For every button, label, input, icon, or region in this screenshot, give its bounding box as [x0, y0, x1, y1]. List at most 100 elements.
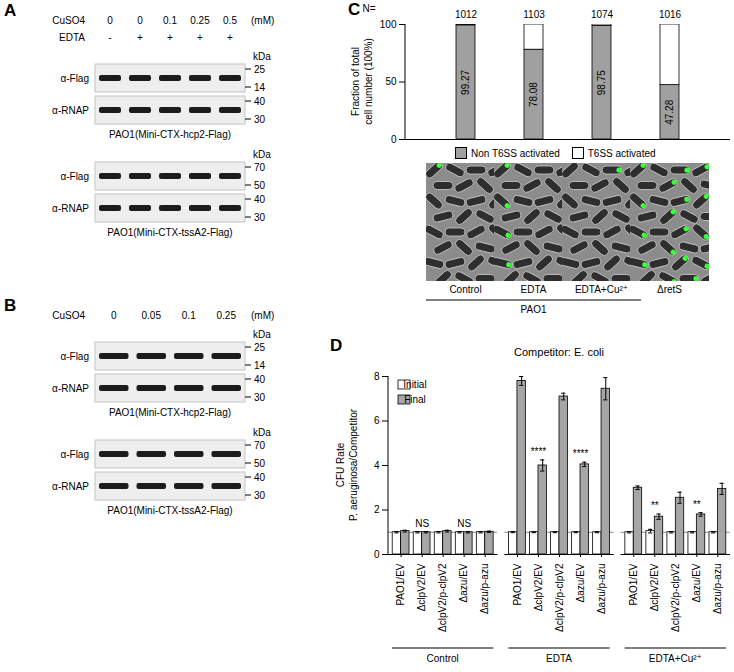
svg-text:6: 6: [374, 415, 380, 426]
svg-text:kDa: kDa: [253, 149, 271, 160]
svg-text:CuSO4: CuSO4: [52, 310, 85, 321]
svg-text:30: 30: [254, 212, 266, 223]
svg-text:0.1: 0.1: [163, 15, 177, 26]
svg-text:70: 70: [254, 440, 266, 451]
svg-text:**: **: [651, 500, 659, 511]
svg-text:kDa: kDa: [253, 427, 271, 438]
svg-text:30: 30: [254, 490, 266, 501]
svg-text:Final: Final: [404, 394, 426, 405]
svg-text:4: 4: [374, 460, 380, 471]
svg-text:0.25: 0.25: [190, 15, 210, 26]
svg-text:kDa: kDa: [253, 51, 271, 62]
svg-text:Control: Control: [449, 284, 481, 295]
svg-text:0: 0: [107, 15, 113, 26]
svg-text:0.25: 0.25: [217, 310, 237, 321]
svg-text:ΔclpV2/EV: ΔclpV2/EV: [649, 563, 660, 611]
svg-text:α-RNAP: α-RNAP: [52, 481, 89, 492]
svg-text:Δazu/p-azu: Δazu/p-azu: [712, 564, 723, 615]
svg-text:2: 2: [374, 504, 380, 515]
svg-text:30: 30: [254, 114, 266, 125]
svg-text:25: 25: [254, 64, 266, 75]
svg-text:PAO1(Mini-CTX-hcp2-Flag): PAO1(Mini-CTX-hcp2-Flag): [109, 129, 231, 140]
svg-text:EDTA: EDTA: [59, 32, 85, 43]
svg-text:Fraction of total: Fraction of total: [350, 47, 361, 116]
svg-text:EDTA+Cu²⁺: EDTA+Cu²⁺: [649, 653, 702, 664]
svg-text:****: ****: [573, 448, 589, 459]
svg-text:ΔclpV2/EV: ΔclpV2/EV: [416, 563, 427, 611]
svg-text:0: 0: [374, 549, 380, 560]
svg-text:Δazu/EV: Δazu/EV: [575, 563, 586, 602]
svg-text:PAO1/EV: PAO1/EV: [395, 563, 406, 605]
svg-text:EDTA+Cu²⁺: EDTA+Cu²⁺: [575, 284, 628, 295]
svg-text:-: -: [108, 32, 111, 43]
svg-text:0.1: 0.1: [182, 310, 196, 321]
svg-text:25: 25: [254, 342, 266, 353]
svg-text:α-Flag: α-Flag: [60, 73, 89, 84]
svg-text:P. aeruginosa/Competitor: P. aeruginosa/Competitor: [348, 408, 359, 521]
svg-text:NS: NS: [457, 518, 471, 529]
svg-text:CuSO4: CuSO4: [52, 15, 85, 26]
svg-text:0: 0: [391, 134, 397, 145]
svg-text:PAO1/EV: PAO1/EV: [628, 563, 639, 605]
svg-text:PAO1(Mini-CTX-hcp2-Flag): PAO1(Mini-CTX-hcp2-Flag): [109, 407, 231, 418]
svg-text:Δazu/EV: Δazu/EV: [691, 563, 702, 602]
svg-text:α-RNAP: α-RNAP: [52, 383, 89, 394]
svg-text:Δazu/p-azu: Δazu/p-azu: [479, 564, 490, 615]
svg-text:CFU Rate: CFU Rate: [335, 442, 346, 487]
svg-text:****: ****: [531, 446, 547, 457]
svg-text:0.05: 0.05: [142, 310, 162, 321]
svg-text:78.08: 78.08: [528, 82, 539, 107]
svg-text:14: 14: [254, 360, 266, 371]
svg-text:98.75: 98.75: [596, 70, 607, 95]
svg-text:N=: N=: [362, 3, 375, 14]
svg-text:PAO1(Mini-CTX-tssA2-Flag): PAO1(Mini-CTX-tssA2-Flag): [107, 227, 232, 238]
svg-text:14: 14: [254, 82, 266, 93]
svg-text:B: B: [4, 296, 16, 315]
svg-text:ΔclpV2/p-clpV2: ΔclpV2/p-clpV2: [670, 563, 681, 632]
svg-text:cell number (100%): cell number (100%): [363, 38, 374, 125]
svg-text:1074: 1074: [591, 9, 614, 20]
svg-text:100: 100: [380, 19, 397, 30]
svg-text:40: 40: [254, 194, 266, 205]
svg-text:Δazu/p-azu: Δazu/p-azu: [596, 564, 607, 615]
svg-text:1012: 1012: [455, 9, 478, 20]
svg-text:EDTA: EDTA: [521, 284, 547, 295]
svg-text:EDTA: EDTA: [546, 653, 572, 664]
svg-text:(mM): (mM): [251, 15, 274, 26]
svg-text:40: 40: [254, 374, 266, 385]
svg-text:A: A: [4, 1, 16, 20]
svg-text:40: 40: [254, 472, 266, 483]
svg-text:NS: NS: [415, 518, 429, 529]
svg-text:Initial: Initial: [403, 379, 426, 390]
svg-text:50: 50: [385, 76, 397, 87]
svg-text:0: 0: [137, 15, 143, 26]
svg-text:70: 70: [254, 162, 266, 173]
svg-text:1103: 1103: [523, 9, 545, 20]
svg-text:ΔclpV2/EV: ΔclpV2/EV: [533, 563, 544, 611]
svg-text:0.5: 0.5: [223, 15, 237, 26]
svg-text:**: **: [693, 499, 701, 510]
svg-text:40: 40: [254, 96, 266, 107]
svg-text:0: 0: [111, 310, 117, 321]
svg-text:kDa: kDa: [253, 329, 271, 340]
svg-text:+: +: [137, 32, 143, 43]
svg-text:PAO1(Mini-CTX-tssA2-Flag): PAO1(Mini-CTX-tssA2-Flag): [107, 505, 232, 516]
svg-text:α-Flag: α-Flag: [60, 171, 89, 182]
svg-text:47.28: 47.28: [664, 99, 675, 124]
svg-text:1016: 1016: [659, 9, 682, 20]
svg-text:50: 50: [254, 458, 266, 469]
svg-text:ΔretS: ΔretS: [657, 284, 682, 295]
svg-text:ΔclpV2/p-clpV2: ΔclpV2/p-clpV2: [554, 563, 565, 632]
svg-text:α-RNAP: α-RNAP: [52, 105, 89, 116]
svg-text:Competitor: E. coli: Competitor: E. coli: [514, 346, 604, 358]
svg-text:+: +: [197, 32, 203, 43]
svg-text:30: 30: [254, 392, 266, 403]
svg-text:Δazu/EV: Δazu/EV: [458, 563, 469, 602]
svg-text:ΔclpV2/p-clpV2: ΔclpV2/p-clpV2: [437, 563, 448, 632]
svg-text:Control: Control: [427, 653, 459, 664]
svg-text:PAO1/EV: PAO1/EV: [512, 563, 523, 605]
svg-text:PAO1: PAO1: [521, 304, 547, 315]
svg-text:+: +: [167, 32, 173, 43]
svg-text:α-Flag: α-Flag: [60, 449, 89, 460]
svg-text:50: 50: [254, 180, 266, 191]
